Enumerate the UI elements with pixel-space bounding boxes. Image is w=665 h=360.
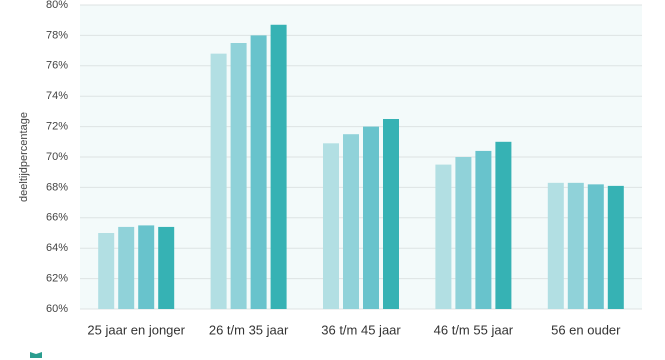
y-tick-label: 72% [46,121,68,133]
bar [98,233,115,309]
x-tick-label: 56 en ouder [551,322,621,337]
bar [138,225,155,309]
bar [118,226,135,309]
bar [230,43,247,309]
bar [495,141,512,309]
y-tick-label: 74% [46,90,68,102]
bar [343,134,359,309]
y-tick-label: 80% [46,0,68,11]
bar [567,182,584,309]
bar [547,182,564,309]
bar [607,185,624,309]
y-tick-label: 60% [46,303,68,315]
bar [383,119,399,309]
x-tick-label: 36 t/m 45 jaar [321,322,401,337]
x-tick-label: 46 t/m 55 jaar [434,322,514,337]
bar [323,143,339,309]
bar [435,164,452,309]
bar [158,226,175,309]
y-tick-label: 64% [46,242,68,254]
bar [210,53,227,309]
y-tick-label: 76% [46,60,68,72]
y-tick-label: 70% [46,151,68,163]
y-tick-label: 62% [46,273,68,285]
bar [270,24,287,309]
y-tick-label: 68% [46,181,68,193]
bar [587,184,604,309]
bar [455,157,472,309]
y-axis-label: deeltijdpercentage [18,112,30,202]
logo [30,352,42,358]
y-tick-label: 78% [46,29,68,41]
bar [363,126,379,309]
bar [250,35,267,310]
bar [475,150,492,309]
x-tick-label: 25 jaar en jonger [87,322,185,337]
x-tick-label: 26 t/m 35 jaar [209,322,289,337]
y-tick-label: 66% [46,212,68,224]
